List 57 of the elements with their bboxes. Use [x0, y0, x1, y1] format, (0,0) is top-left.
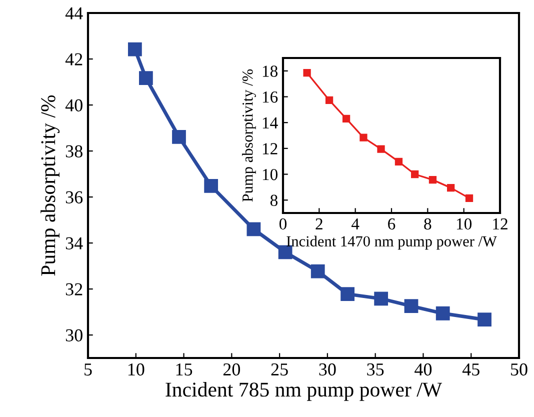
- y-tick-label: 44: [65, 7, 83, 20]
- y-tick-label: 32: [66, 283, 82, 296]
- point: [310, 264, 325, 278]
- point: [303, 69, 311, 77]
- point: [325, 96, 334, 104]
- y-tick-label: 8: [270, 194, 278, 206]
- y-tick-label: 38: [66, 145, 82, 158]
- point: [428, 176, 437, 184]
- y-axis-title: Pump absorptivity /%: [40, 95, 60, 276]
- x-tick-label: 50: [511, 363, 528, 376]
- y-tick-label: 42: [65, 53, 82, 66]
- x-tick-label: 35: [367, 363, 384, 376]
- x-axis-title: Incident 785 nm pump power /W: [166, 382, 442, 401]
- x-tick-label: 12: [493, 218, 508, 230]
- point: [377, 145, 385, 153]
- point: [446, 184, 455, 192]
- point: [360, 134, 368, 142]
- y-axis-title: Pump absorptivity /%: [242, 69, 256, 202]
- point: [128, 42, 142, 56]
- x-axis-title: Incident 1470 nm pump power /W: [286, 236, 497, 250]
- y-tick-label: 14: [262, 117, 278, 128]
- y-tick-label: 18: [262, 66, 278, 77]
- y-tick-label: 16: [262, 91, 278, 103]
- point: [340, 287, 355, 302]
- point: [411, 170, 419, 178]
- x-tick-label: 10: [128, 363, 144, 376]
- point: [374, 292, 388, 306]
- point: [204, 179, 218, 193]
- x-tick-label: 0: [279, 218, 287, 230]
- point: [478, 312, 492, 327]
- point: [394, 158, 403, 166]
- x-tick-label: 6: [388, 218, 396, 230]
- x-tick-label: 45: [462, 364, 480, 376]
- point: [342, 114, 350, 123]
- x-tick-label: 30: [319, 363, 336, 376]
- y-tick-label: 40: [65, 99, 82, 112]
- y-tick-label: 12: [262, 143, 278, 154]
- point: [278, 245, 292, 260]
- point: [404, 299, 418, 313]
- y-tick-label: 34: [66, 237, 83, 250]
- y-tick-label: 36: [66, 191, 83, 204]
- x-tick-label: 15: [176, 363, 192, 376]
- x-tick-label: 25: [271, 363, 288, 376]
- y-tick-label: 30: [66, 329, 82, 342]
- x-tick-label: 4: [351, 218, 360, 230]
- x-tick-label: 40: [414, 363, 432, 376]
- x-tick-label: 5: [84, 364, 92, 376]
- point: [246, 222, 261, 236]
- y-tick-label: 10: [262, 168, 278, 180]
- x-tick-label: 20: [223, 363, 240, 376]
- x-tick-label: 2: [316, 218, 322, 230]
- point: [139, 71, 153, 86]
- point: [172, 130, 186, 144]
- x-tick-label: 8: [424, 218, 432, 230]
- point: [465, 194, 474, 202]
- point: [436, 306, 450, 320]
- x-tick-label: 10: [456, 218, 472, 230]
